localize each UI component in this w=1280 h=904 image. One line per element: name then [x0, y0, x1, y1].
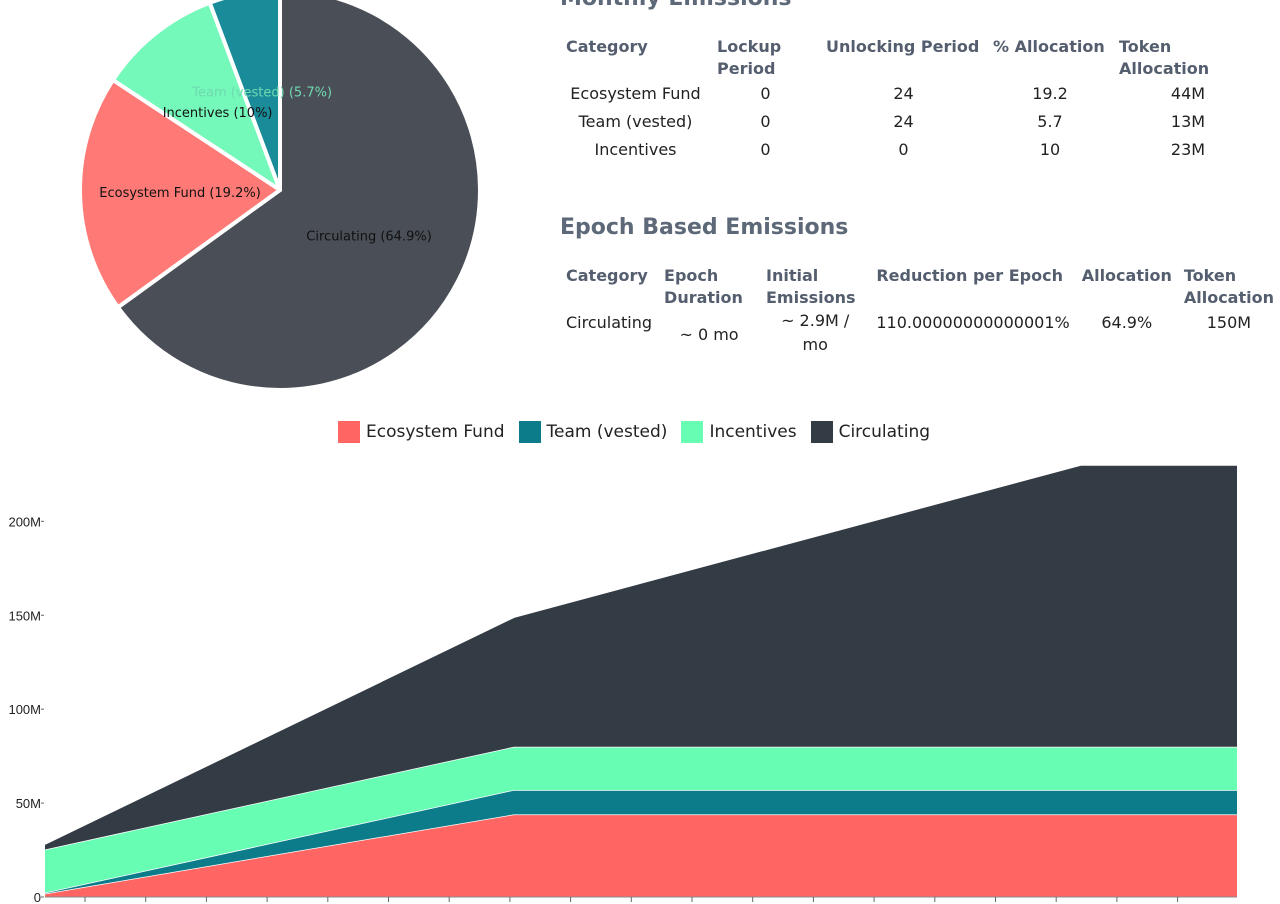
area-series-edge [44, 813, 1237, 895]
allocation-pie-chart: Circulating (64.9%) Ecosystem Fund (19.2%… [78, 0, 482, 392]
table-cell: 13M [1170, 112, 1206, 131]
legend-swatch [337, 421, 360, 443]
area-series-circulating[interactable] [45, 465, 1237, 850]
table-row: Circulating ~ 0 mo ~ 2.9M / mo 110.00000000… [560, 309, 1280, 357]
pie-slice[interactable] [78, 78, 282, 310]
area-series-incentives[interactable] [45, 746, 1237, 893]
legend-label: Circulating [838, 422, 931, 442]
col-header: Initial Emissions [766, 266, 856, 307]
table-cell: Team (vested) [578, 112, 693, 131]
chart-legend: Ecosystem Fund Team (vested) Incentives Cir… [0, 421, 1268, 443]
table-row: Team (vested) 0 24 5.7 13M [560, 108, 1263, 136]
pie-label: Circulating (64.9%) [306, 229, 432, 244]
table-cell: 0 [760, 112, 771, 131]
y-tick-label: 0 [34, 890, 41, 904]
legend-label: Incentives [709, 422, 797, 442]
table-cell: 23M [1170, 140, 1206, 159]
col-header: Unlocking Period [826, 37, 980, 56]
col-header: Epoch Duration [664, 266, 743, 307]
emissions-area-chart: 0 50M 100M 150M 200M [8, 464, 1237, 904]
col-header: Reduction per Epoch [876, 266, 1063, 285]
y-tick-label: 100M [8, 702, 41, 717]
col-header: Category [566, 266, 648, 285]
table-cell: 0 [898, 140, 909, 159]
pie-label: Ecosystem Fund (19.2%) [99, 186, 261, 201]
table-cell: 0 [760, 84, 771, 103]
table-row: Ecosystem Fund 0 24 19.2 44M [560, 80, 1263, 108]
legend-item[interactable]: Circulating [810, 421, 931, 443]
table-cell: 44M [1170, 84, 1206, 103]
table-cell: 150M [1206, 313, 1252, 332]
legend-swatch [810, 421, 833, 443]
area-series-edge [44, 464, 1237, 845]
epoch-emissions-table: Category Epoch Duration Initial Emission… [560, 265, 1280, 357]
monthly-emissions-title: Monthly Emissions [560, 0, 791, 11]
table-cell: 10 [1039, 140, 1061, 159]
table-cell: 24 [893, 84, 914, 103]
pie-label: Team (vested) (5.7%) [191, 86, 332, 101]
legend-label: Ecosystem Fund [365, 422, 505, 442]
monthly-emissions-table: Category Lockup Period Unlocking Period … [560, 36, 1263, 164]
table-cell: ~ 0 mo [679, 325, 739, 344]
legend-swatch [518, 421, 541, 443]
pie-label: Incentives (10%) [163, 106, 273, 121]
col-header: Allocation [1081, 266, 1172, 285]
table-cell: ~ 2.9M / mo [781, 311, 850, 354]
area-series-team-vested-[interactable] [45, 789, 1237, 894]
col-header: Category [566, 37, 648, 56]
col-header: % Allocation [993, 37, 1105, 56]
y-tick-label: 200M [8, 514, 41, 529]
col-header: Token Allocation [1119, 37, 1210, 78]
table-row: Incentives 0 0 10 23M [560, 136, 1263, 164]
table-cell: 24 [893, 112, 914, 131]
pie-slice[interactable] [110, 0, 282, 192]
table-header-row: Category Epoch Duration Initial Emission… [560, 265, 1280, 309]
area-series-ecosystem-fund[interactable] [45, 814, 1237, 897]
legend-item[interactable]: Team (vested) [518, 421, 668, 443]
epoch-emissions-title: Epoch Based Emissions [560, 215, 849, 240]
pie-slice[interactable] [115, 0, 482, 392]
table-header-row: Category Lockup Period Unlocking Period … [560, 36, 1263, 80]
table-cell: 19.2 [1032, 84, 1068, 103]
y-tick-label: 50M [16, 796, 41, 811]
table-cell: Ecosystem Fund [570, 84, 701, 103]
table-cell: 110.00000000000001% [876, 313, 1070, 332]
table-cell: Incentives [594, 140, 677, 159]
legend-swatch [681, 421, 704, 443]
pie-slice[interactable] [207, 0, 282, 192]
legend-item[interactable]: Ecosystem Fund [337, 421, 505, 443]
table-cell: Circulating [566, 313, 653, 332]
table-cell: 64.9% [1101, 313, 1153, 332]
col-header: Token Allocation [1183, 266, 1274, 307]
col-header: Lockup Period [717, 37, 782, 78]
table-cell: 5.7 [1037, 112, 1063, 131]
legend-label: Team (vested) [546, 422, 668, 442]
legend-item[interactable]: Incentives [681, 421, 797, 443]
y-tick-label: 150M [8, 608, 41, 623]
table-cell: 0 [760, 140, 771, 159]
